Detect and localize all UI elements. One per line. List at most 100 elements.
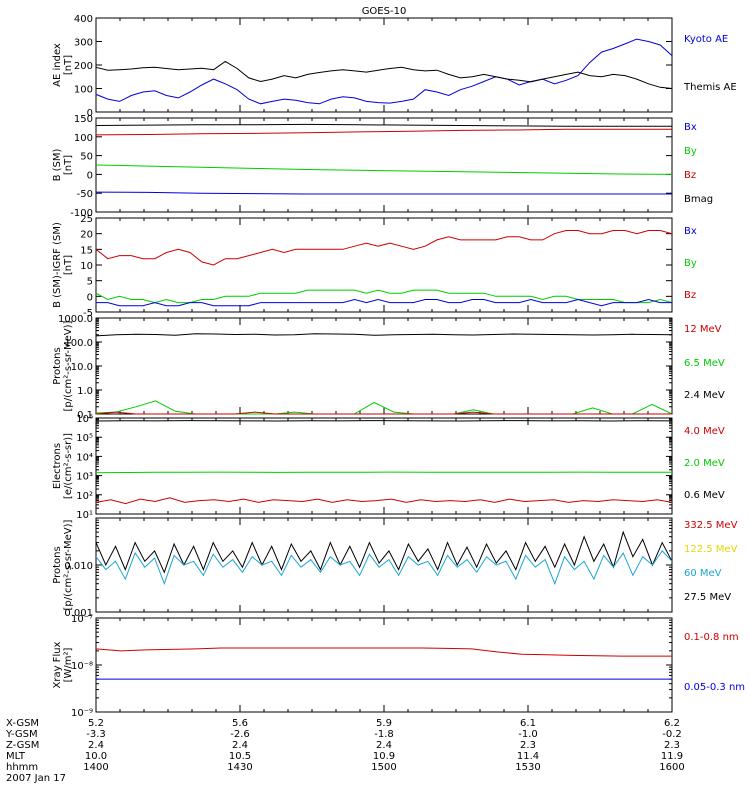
y-axis-label: [W/m²] <box>63 647 74 682</box>
y-tick-label: 20 <box>80 230 93 241</box>
x-row-value: 2.3 <box>664 740 680 751</box>
panel-5: 10¹10²10³10⁴10⁵10⁶Electrons[e/(cm²-s-sr)… <box>52 414 725 521</box>
legend-by: By <box>684 146 697 157</box>
x-row-value: -1.8 <box>374 729 394 740</box>
date-label: 2007 Jan 17 <box>6 773 66 784</box>
series-line-4-0-mev <box>96 498 672 504</box>
y-tick-label: 10.0 <box>71 362 93 373</box>
series-line-themis-ae <box>96 62 672 89</box>
x-row-value: 5.2 <box>88 718 104 729</box>
legend-2-0-mev: 2.0 MeV <box>684 458 725 469</box>
x-row-value: -2.6 <box>230 729 250 740</box>
x-row-value: 1400 <box>83 762 108 773</box>
series-line-2-0-mev <box>96 472 672 473</box>
y-tick-label: 10³ <box>76 472 93 483</box>
x-row-value: 11.9 <box>661 751 683 762</box>
y-axis-label: [nT] <box>63 255 74 275</box>
legend-kyoto-ae: Kyoto AE <box>684 34 728 45</box>
x-row-value: 5.6 <box>232 718 248 729</box>
legend-bz: Bz <box>684 290 696 301</box>
legend-332-5-mev: 332.5 MeV <box>684 520 738 531</box>
x-row-value: 1500 <box>371 762 396 773</box>
x-row-value: 10.5 <box>229 751 251 762</box>
y-axis-label: Xray Flux <box>52 641 63 688</box>
y-tick-label: 10⁴ <box>76 452 93 463</box>
y-tick-label: 300 <box>74 38 93 49</box>
legend-2-4-mev: 2.4 MeV <box>684 390 725 401</box>
y-tick-label: 150 <box>74 114 93 125</box>
x-row-value: 10.0 <box>85 751 107 762</box>
y-tick-label: 0 <box>87 170 93 181</box>
y-axis-label: B (SM)-IGRF (SM) <box>52 222 63 308</box>
y-tick-label: 25 <box>80 214 93 225</box>
panel-frame <box>96 118 672 212</box>
legend-4-0-mev: 4.0 MeV <box>684 426 725 437</box>
y-tick-label: 0 <box>87 292 93 303</box>
panel-frame <box>96 618 672 712</box>
y-tick-label: 400 <box>74 14 93 25</box>
legend-12-mev: 12 MeV <box>684 324 722 335</box>
x-row-value: -0.2 <box>662 729 682 740</box>
legend-bx: Bx <box>684 226 697 237</box>
y-axis-label: [p/(cm²-s-sr-MeV)] <box>63 519 74 610</box>
y-tick-label: 10¹ <box>76 510 93 521</box>
legend-by: By <box>684 258 697 269</box>
y-tick-label: -50 <box>77 189 93 200</box>
panel-4: 0.11.010.0100.01000.0Protons[p/(cm²-s-sr… <box>52 314 725 421</box>
x-row-value: 1530 <box>515 762 540 773</box>
legend-themis-ae: Themis AE <box>683 82 737 93</box>
x-row-value: 2.4 <box>232 740 248 751</box>
series-line-kyoto-ae <box>96 39 672 104</box>
x-row-value: 11.4 <box>517 751 539 762</box>
series-line-by <box>96 165 672 174</box>
y-tick-label: 50 <box>80 152 93 163</box>
legend-6-5-mev: 6.5 MeV <box>684 358 725 369</box>
legend-bz: Bz <box>684 170 696 181</box>
y-tick-label: 10⁻⁸ <box>71 661 93 672</box>
series-line-bx <box>96 192 672 194</box>
legend-122-5-mev: 122.5 MeV <box>684 544 738 555</box>
y-tick-label: 15 <box>80 245 93 256</box>
y-axis-label: [nT] <box>63 155 74 175</box>
y-axis-label: [p/(cm²-s-sr-MeV)] <box>63 320 74 411</box>
plot-title: GOES-10 <box>362 6 407 17</box>
x-row-value: 1600 <box>659 762 684 773</box>
y-axis-label: Protons <box>52 546 63 583</box>
series-line-bmag <box>96 124 672 126</box>
legend-27-5-mev: 27.5 MeV <box>684 592 731 603</box>
y-axis-label: Electrons <box>52 443 63 489</box>
series-line-bz <box>96 129 672 135</box>
y-tick-label: 100 <box>74 133 93 144</box>
x-row-value: 6.1 <box>520 718 536 729</box>
y-tick-label: 10⁵ <box>76 433 93 444</box>
legend-bmag: Bmag <box>684 194 713 205</box>
legend-0-6-mev: 0.6 MeV <box>684 490 725 501</box>
panel-frame <box>96 318 672 414</box>
x-row-value: 2.4 <box>376 740 392 751</box>
x-row-value: -3.3 <box>86 729 106 740</box>
y-tick-label: 10⁻⁷ <box>71 614 93 625</box>
legend-0-1-0-8-nm: 0.1-0.8 nm <box>684 632 739 643</box>
y-tick-label: 200 <box>74 61 93 72</box>
x-row-value: 6.2 <box>664 718 680 729</box>
x-row-label-x-gsm: X-GSM <box>6 718 39 729</box>
x-row-label-mlt: MLT <box>6 751 26 762</box>
y-axis-label: Protons <box>52 347 63 384</box>
series-line-2-4-mev <box>96 334 672 336</box>
x-row-value: 2.4 <box>88 740 104 751</box>
x-row-label-y-gsm: Y-GSM <box>5 729 38 740</box>
series-line-60-mev <box>96 551 672 584</box>
series-line-0-1-0-8-nm <box>96 648 672 656</box>
y-axis-label: B (SM) <box>52 148 63 181</box>
legend-0-05-0-3-nm: 0.05-0.3 nm <box>684 682 745 693</box>
x-row-value: 1430 <box>227 762 252 773</box>
x-row-value: -1.0 <box>518 729 538 740</box>
x-row-value: 10.9 <box>373 751 395 762</box>
